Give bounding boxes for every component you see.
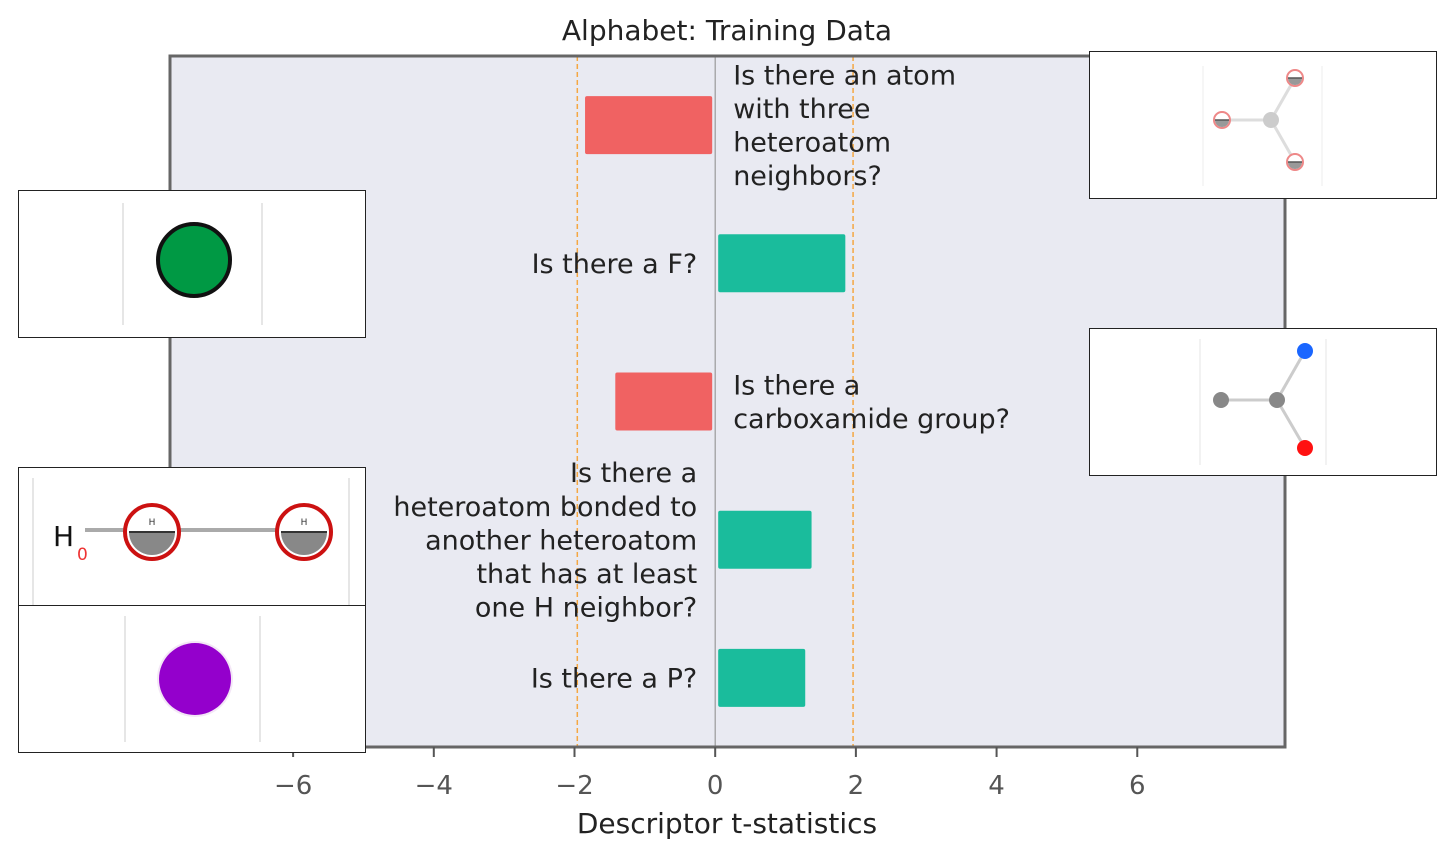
bar-1 <box>718 234 846 293</box>
phosphorus-atom-inset <box>18 605 366 753</box>
bar-label-4: Is there a P? <box>531 664 697 695</box>
bar-label-line: heteroatom <box>733 128 891 159</box>
bar-label-1: Is there a F? <box>532 249 698 280</box>
phosphorus-atom-image <box>124 616 261 742</box>
x-axis-ticks: −6 −4 −2 0 2 4 6 <box>274 747 1146 801</box>
bar-label-line: neighbors? <box>733 161 882 192</box>
x-tick-label: −4 <box>415 771 453 801</box>
svg-text:H: H <box>149 518 156 528</box>
bar-label-0: Is there an atom with three heteroatom neig… <box>733 60 956 192</box>
three-heteroatom-neighbors-image <box>1202 66 1323 186</box>
bar-label-line: that has at least <box>476 559 697 590</box>
x-tick-label: 2 <box>848 771 865 801</box>
hetero-hetero-h-image: H 0 H H <box>32 478 350 606</box>
chart-title: Alphabet: Training Data <box>562 14 892 47</box>
x-tick-label: 4 <box>988 771 1005 801</box>
bar-2 <box>615 372 713 431</box>
bar-label-line: Is there an atom <box>733 60 956 91</box>
svg-text:0: 0 <box>77 545 88 565</box>
bar-label-line: Is there a <box>733 370 860 401</box>
bar-label-line: one H neighbor? <box>475 593 697 624</box>
bar-label-line: heteroatom bonded to <box>393 492 697 523</box>
bar-labels: Is there an atom with three heteroatom neig… <box>393 60 1010 694</box>
bar-label-2: Is there a carboxamide group? <box>733 370 1010 435</box>
fluorine-atom-image <box>122 203 263 325</box>
bar-label-3: Is there a heteroatom bonded to another he… <box>393 458 697 623</box>
x-tick-label: 0 <box>707 771 724 801</box>
bar-0 <box>585 96 713 155</box>
hetero-hetero-h-inset: H 0 H H <box>18 467 366 607</box>
x-tick-label: 6 <box>1129 771 1146 801</box>
bar-label-line: with three <box>733 94 870 125</box>
fluorine-atom-inset <box>18 190 366 338</box>
bar-3 <box>718 510 812 569</box>
reference-lines <box>576 56 854 747</box>
bar-4 <box>718 648 806 707</box>
bar-label-line: Is there a <box>570 458 697 489</box>
carboxamide-inset <box>1089 328 1437 476</box>
bar-label-line: Is there a F? <box>532 249 698 280</box>
svg-text:H: H <box>301 518 308 528</box>
x-axis-label: Descriptor t-statistics <box>577 807 877 840</box>
x-tick-label: −6 <box>274 771 312 801</box>
carboxamide-image <box>1199 339 1327 465</box>
three-heteroatom-neighbors-inset <box>1089 51 1437 199</box>
bar-label-line: carboxamide group? <box>733 404 1010 435</box>
bars <box>585 96 846 707</box>
x-tick-label: −2 <box>555 771 593 801</box>
bar-label-line: another heteroatom <box>425 525 697 556</box>
bar-label-line: Is there a P? <box>531 664 697 695</box>
svg-text:H: H <box>53 520 74 553</box>
